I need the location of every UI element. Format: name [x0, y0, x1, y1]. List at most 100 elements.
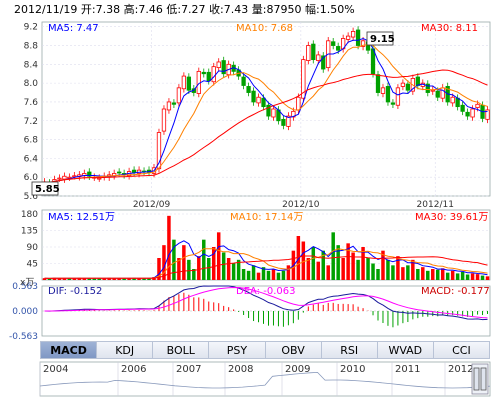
macd-ytick-label: -0.563 — [9, 332, 38, 342]
price-ytick-label: 9.2 — [24, 23, 38, 33]
overview-range-handle-right[interactable] — [480, 367, 487, 391]
tab-psy[interactable]: PSY — [209, 341, 266, 359]
price-ytick-label: 8.8 — [24, 42, 39, 52]
candle-body — [425, 83, 430, 93]
candle-body — [271, 108, 276, 118]
candle-body — [440, 87, 445, 99]
candle-body — [186, 76, 191, 91]
volume-bar — [216, 232, 221, 280]
volume-bar — [445, 272, 450, 280]
close-label: 收: — [209, 3, 224, 16]
volume-bar — [485, 276, 490, 280]
macd-dea-label: DEA: -0.063 — [236, 286, 295, 297]
candle-body — [470, 108, 475, 118]
volume-bar — [97, 278, 101, 280]
change-label: 幅: — [305, 3, 320, 16]
volume-bar — [376, 269, 380, 280]
volume-bar — [366, 258, 370, 280]
overview-frame — [39, 361, 491, 397]
price-ytick-label: 8.4 — [24, 60, 39, 70]
volume-bar — [197, 256, 201, 280]
tab-macd[interactable]: MACD — [40, 341, 98, 359]
vol-ma10-label: MA10: 17.14万 — [230, 212, 303, 223]
volume-bar — [202, 239, 206, 280]
candle-body — [360, 40, 366, 47]
volume-bar — [211, 247, 216, 280]
tab-wvad[interactable]: WVAD — [377, 341, 434, 359]
volume-bar — [411, 259, 415, 280]
volume-bar — [371, 263, 375, 280]
quote-date: 2012/11/19 — [14, 3, 78, 16]
vol-ma30-label: MA30: 39.61万 — [415, 212, 488, 223]
candle-body — [216, 61, 221, 69]
volume-bar — [470, 273, 475, 280]
candle-body — [246, 86, 251, 93]
price-ma30-label: MA30: 8.11 — [421, 23, 478, 34]
candle-body — [57, 177, 62, 180]
macd-macd-label: MACD: -0.177 — [421, 286, 490, 297]
volume-bar — [431, 269, 435, 280]
volume-ma30-line — [44, 255, 488, 279]
candle-body — [316, 54, 321, 61]
volume-bar — [331, 232, 335, 280]
price-ytick-label: 7.2 — [24, 117, 38, 127]
volume-bar — [147, 278, 151, 280]
volume-bar — [87, 278, 92, 280]
volume-bar — [361, 247, 365, 280]
overview-range-handle-left[interactable] — [473, 367, 480, 391]
macd-dif-label: DIF: -0.152 — [48, 286, 102, 297]
candle-body — [385, 86, 391, 103]
candle-body — [286, 115, 291, 127]
volume-bar — [246, 270, 251, 280]
tab-obv[interactable]: OBV — [265, 341, 322, 359]
high-label: 高: — [123, 3, 139, 16]
candle-body — [67, 176, 72, 179]
volume-bar — [435, 269, 440, 280]
volume-bar — [92, 278, 97, 280]
volume-bar — [236, 259, 241, 280]
overview-year-label: 2004 — [43, 364, 68, 375]
volume-bar — [326, 265, 330, 280]
volume-ytick-label: 135 — [21, 227, 38, 237]
overview-year-label: 2006 — [121, 364, 146, 375]
price-ma30-line — [44, 69, 488, 183]
macd-dea-line — [44, 286, 488, 319]
candle-body — [87, 171, 92, 177]
candle-body — [256, 96, 261, 104]
volume-value: 87950 — [266, 3, 302, 16]
volume-bar — [286, 265, 291, 280]
tab-kdj[interactable]: KDJ — [97, 341, 154, 359]
tab-cci[interactable]: CCI — [433, 341, 490, 359]
volume-ytick-label: 45 — [27, 260, 38, 270]
candle-body — [171, 102, 177, 105]
candle-body — [465, 111, 470, 117]
low-value: 7.27 — [181, 3, 206, 16]
candle-body — [181, 75, 187, 90]
volume-bar — [391, 265, 395, 280]
low-label: 低: — [166, 3, 182, 16]
volume-bar — [127, 278, 131, 280]
tab-rsi[interactable]: RSI — [321, 341, 378, 359]
volume-bar — [251, 265, 256, 280]
price-ytick-label: 6.0 — [24, 173, 39, 183]
volume-bar — [381, 250, 385, 280]
volume-bar — [52, 277, 57, 280]
vol-ma5-label: MA5: 12.51万 — [48, 212, 115, 223]
candle-body — [301, 59, 306, 99]
overview-history-line — [39, 371, 491, 389]
volume-bar — [336, 245, 340, 280]
open-label: 开: — [80, 3, 96, 16]
min-marker: 5.85 — [35, 184, 60, 195]
volume-bar — [207, 258, 211, 280]
candle-body — [405, 83, 411, 91]
overview-year-label: 2011 — [395, 364, 420, 375]
candle-body — [345, 35, 351, 40]
volume-bar — [82, 278, 87, 280]
volume-bar — [266, 270, 271, 280]
volume-bar — [107, 277, 111, 280]
overview-year-label: 2008 — [228, 364, 253, 375]
candle-body — [176, 87, 182, 104]
price-ma10-line — [44, 44, 488, 183]
tab-boll[interactable]: BOLL — [153, 341, 210, 359]
